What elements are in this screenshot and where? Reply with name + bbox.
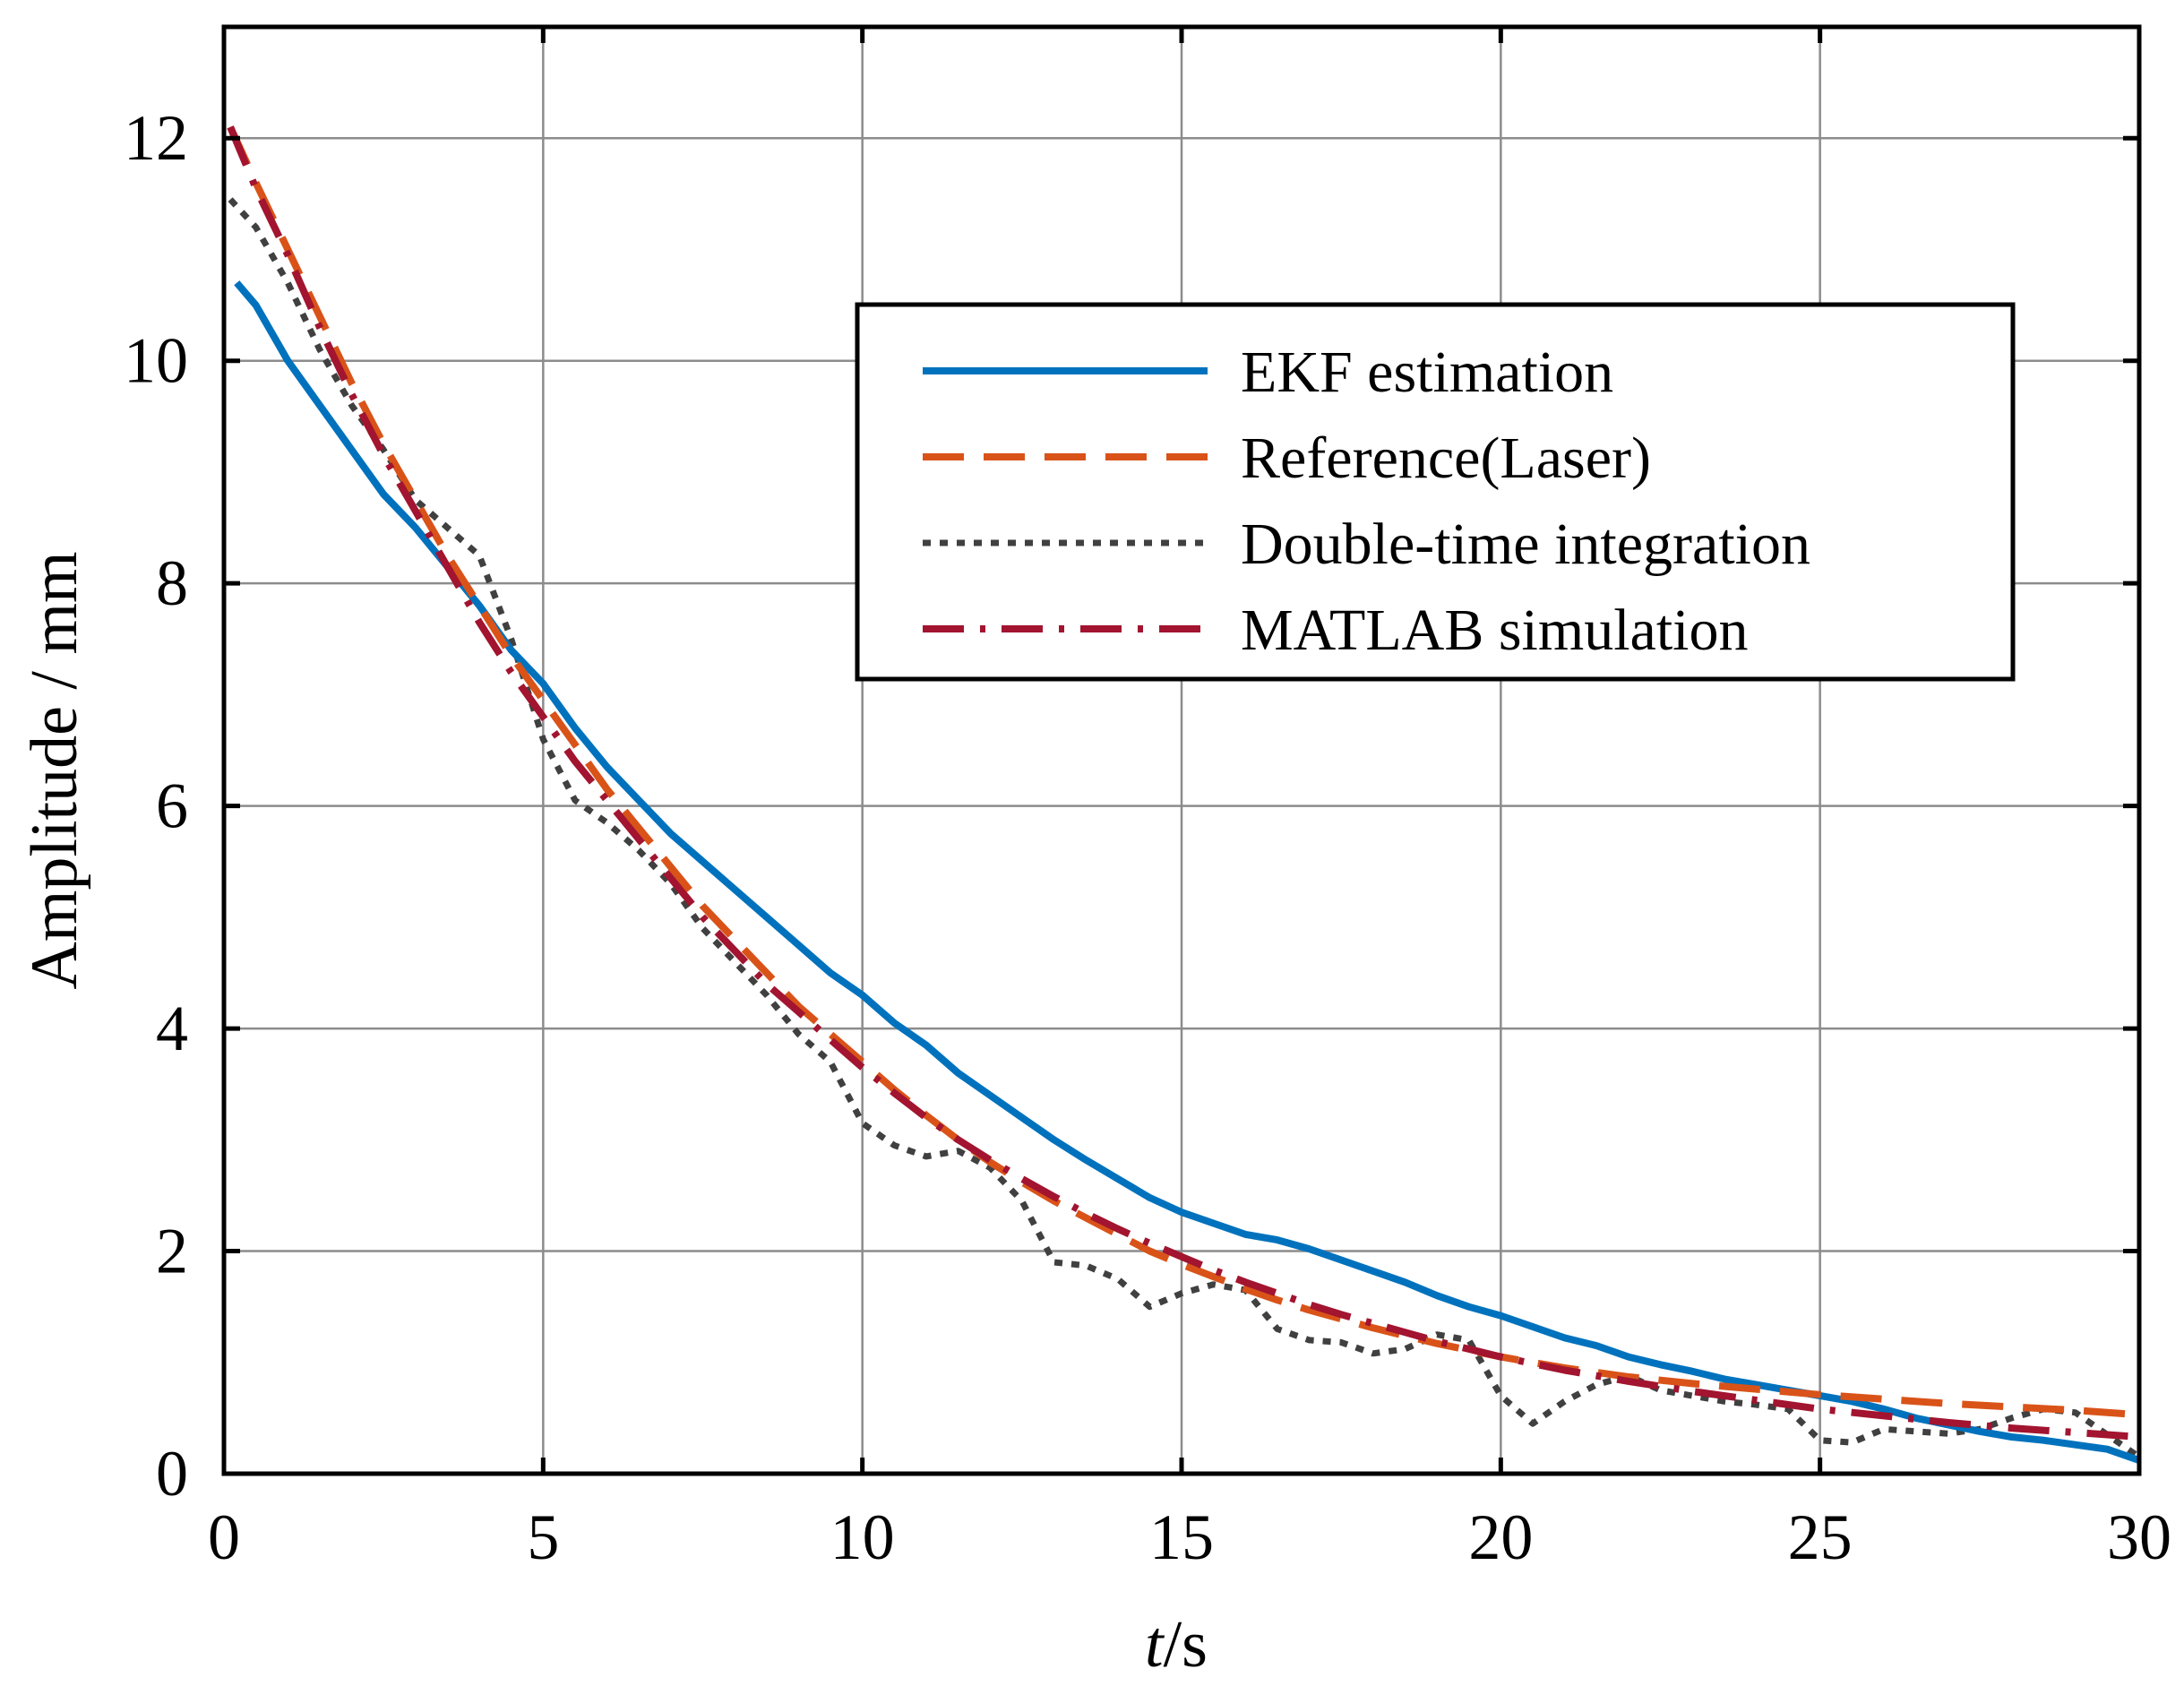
legend: EKF estimation Reference(Laser) Double-tim… (855, 302, 2016, 682)
legend-label: Double-time integration (1241, 512, 1810, 577)
y-tick-label: 2 (156, 1216, 188, 1287)
series-line-double-time-integration (228, 197, 2142, 1460)
series-line-reference-laser (227, 125, 2140, 1419)
x-tick-label: 5 (527, 1501, 559, 1573)
x-tick-label: 0 (208, 1501, 240, 1573)
tick-labels: 0 5 10 15 20 25 30 0 2 4 6 8 10 12 (124, 102, 2171, 1573)
y-tick-label: 6 (156, 770, 188, 842)
y-tick-label: 4 (156, 993, 188, 1064)
legend-label: Reference(Laser) (1241, 426, 1651, 491)
x-axis-title-unit: /s (1164, 1608, 1208, 1682)
legend-box (855, 302, 2016, 682)
series-line-matlab-simulation (227, 125, 2140, 1441)
legend-label: EKF estimation (1241, 340, 1613, 405)
legend-label: MATLAB simulation (1241, 598, 1749, 663)
x-tick-label: 25 (1788, 1501, 1853, 1573)
x-axis-title: t/s (1145, 1608, 1208, 1682)
y-tick-label: 0 (156, 1438, 188, 1510)
y-axis-title: Amplitude / mm (18, 551, 91, 989)
plot-series (227, 125, 2142, 1464)
x-tick-label: 30 (2107, 1501, 2171, 1573)
y-tick-label: 8 (156, 547, 188, 619)
y-tick-label: 12 (124, 102, 188, 174)
x-axis-title-italic: t (1145, 1608, 1165, 1682)
x-tick-label: 15 (1149, 1501, 1214, 1573)
y-tick-label: 10 (124, 325, 188, 397)
x-tick-label: 10 (830, 1501, 895, 1573)
axis-ticks (221, 27, 2142, 1476)
x-tick-label: 20 (1468, 1501, 1533, 1573)
